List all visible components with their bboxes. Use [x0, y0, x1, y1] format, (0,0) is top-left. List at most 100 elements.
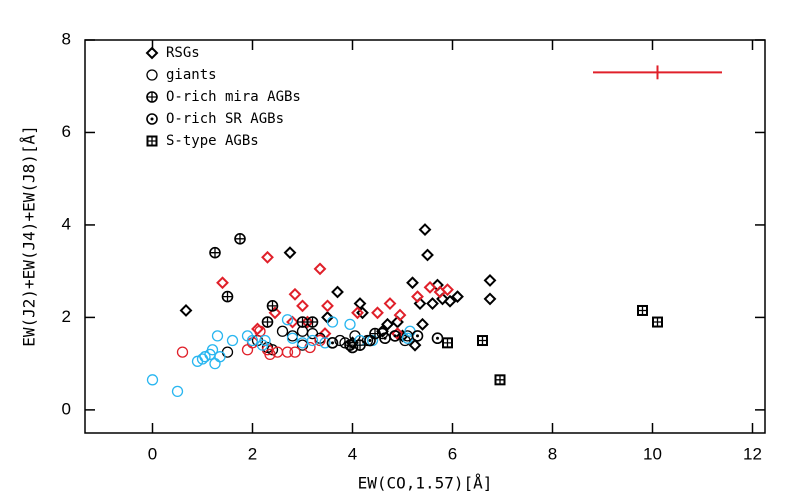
y-tick-label: 4 — [62, 214, 71, 233]
point — [288, 287, 302, 301]
point — [246, 334, 259, 347]
x-axis-label: EW(CO,1.57)[Å] — [358, 474, 493, 493]
circle — [176, 346, 189, 358]
point — [283, 246, 297, 260]
point — [209, 357, 221, 370]
diamond — [351, 306, 364, 320]
circle — [289, 346, 301, 358]
point — [146, 135, 158, 147]
point — [234, 233, 246, 245]
point — [306, 334, 319, 347]
circle — [326, 316, 339, 328]
diamond — [371, 306, 384, 320]
point — [369, 327, 381, 340]
circle — [214, 351, 226, 363]
diamond — [251, 322, 264, 336]
legend-label: RSGs — [166, 45, 200, 61]
legend-label: S-type AGBs — [166, 133, 259, 149]
diamond — [288, 287, 302, 301]
point — [314, 334, 326, 347]
point — [226, 334, 239, 347]
point — [326, 337, 339, 349]
point — [214, 351, 226, 363]
point — [216, 276, 229, 290]
diamond — [216, 276, 229, 290]
circle — [314, 334, 326, 347]
y-tick-label: 8 — [62, 29, 71, 48]
point — [418, 223, 432, 236]
diamond — [331, 285, 344, 299]
point — [289, 346, 301, 358]
point — [364, 334, 376, 347]
point — [331, 285, 344, 299]
point — [306, 316, 319, 328]
point — [251, 322, 264, 336]
plus — [147, 136, 157, 146]
circle — [281, 346, 294, 358]
dot — [150, 117, 154, 121]
circle — [146, 113, 158, 125]
x-tick-label: 10 — [643, 444, 662, 463]
point — [411, 290, 424, 304]
point — [241, 344, 254, 356]
point — [441, 283, 454, 297]
point — [296, 299, 309, 313]
dot — [331, 341, 334, 345]
plus — [235, 233, 245, 244]
plus — [210, 247, 220, 258]
circle — [241, 344, 254, 356]
point — [344, 318, 356, 330]
point — [416, 317, 429, 331]
diamond — [353, 297, 367, 310]
circle — [221, 346, 234, 358]
diamond — [261, 250, 274, 264]
point — [145, 46, 159, 60]
diamond — [441, 283, 454, 297]
point — [353, 297, 367, 310]
diamond — [179, 304, 193, 317]
diamond — [416, 317, 429, 331]
diamond — [426, 297, 439, 310]
diamond — [451, 290, 464, 304]
plus — [262, 317, 273, 328]
point — [146, 374, 159, 386]
point — [146, 91, 158, 103]
plus — [345, 340, 355, 351]
point — [313, 262, 327, 276]
point — [494, 374, 506, 386]
diamond — [483, 292, 497, 306]
point — [442, 337, 453, 349]
circle — [326, 337, 339, 349]
circle — [411, 330, 424, 342]
dot — [368, 339, 372, 343]
x-tick-label: 0 — [148, 444, 157, 463]
point — [254, 325, 266, 337]
point — [296, 337, 309, 349]
point — [281, 314, 294, 326]
point — [383, 297, 397, 310]
plus — [495, 375, 505, 385]
plus — [638, 305, 647, 315]
diamond — [145, 46, 159, 60]
plus — [443, 338, 452, 348]
circle — [259, 334, 271, 347]
dot — [393, 334, 397, 338]
point — [179, 304, 193, 317]
point — [259, 334, 271, 347]
point — [266, 300, 279, 312]
point — [334, 334, 346, 347]
legend-label: giants — [166, 67, 217, 83]
circle — [206, 344, 219, 356]
diamond — [321, 299, 334, 313]
circle — [254, 325, 266, 337]
circle — [246, 334, 259, 347]
point — [652, 316, 663, 328]
plus — [147, 92, 157, 102]
point — [319, 337, 331, 349]
point — [391, 327, 404, 341]
plus — [267, 300, 278, 311]
point — [637, 304, 648, 316]
plot-frame — [84, 39, 766, 434]
point — [344, 339, 356, 351]
